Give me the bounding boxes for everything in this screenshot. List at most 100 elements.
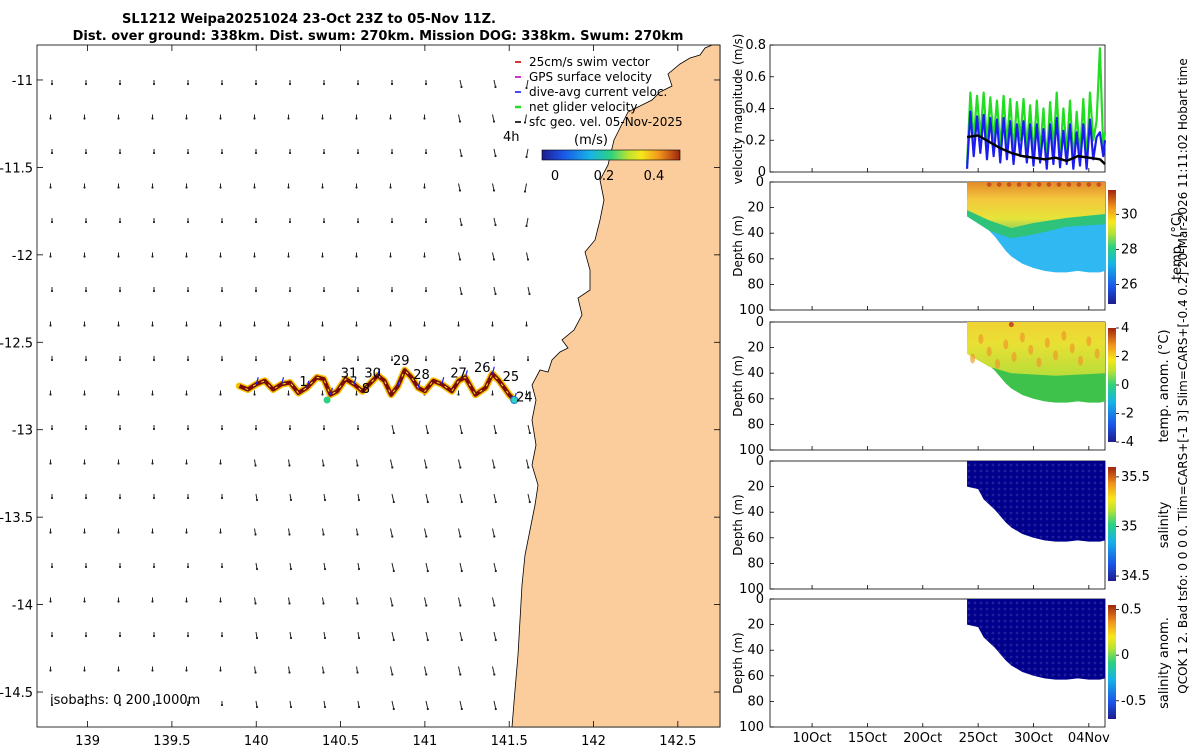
current-vector-head [356,82,360,86]
current-vector-head [84,358,88,362]
current-vector-head [186,151,190,155]
current-vector-head [459,535,462,538]
current-vector-head [288,220,292,224]
temperature-panel: Depth (m) temp. (°C) [731,181,1185,311]
current-vector [391,700,395,710]
current-vector-head [493,535,496,538]
current-vector-head [152,634,156,638]
current-vector-head [288,82,292,86]
current-vector-head [323,567,327,571]
current-vector-head [526,258,530,261]
current-vector-head [50,220,54,224]
dive-avg-vector [353,377,357,385]
depth-ytick-label: 0 [756,454,764,469]
temperature-anomaly-warm-patch [1028,344,1034,355]
temperature-anomaly-warm-patch [1044,337,1050,348]
temperature-anomaly-warm-patch [970,353,976,364]
current-vector-head [460,569,463,573]
current-vector-head [457,324,460,327]
current-vector [424,459,427,468]
current-vector-head [525,224,528,228]
colorbar-tick-label: -0.5 [1121,694,1146,709]
section-panels: Depth (m) temp. (°C) Depth (m) temp. ano… [731,175,1185,746]
current-vector-head [288,602,291,605]
current-vector-head [322,220,326,224]
depth-ytick-label: 40 [747,366,764,381]
current-vector [493,631,497,641]
current-vector-head [255,636,259,640]
current-vector-head [289,498,293,502]
temperature-section [967,182,1105,273]
temperature-anomaly-warm-patch [986,346,992,357]
current-vector-head [391,673,394,676]
temperature-surface-dot [1016,182,1022,187]
current-vector-head [288,358,292,362]
current-vector-head [118,427,122,431]
current-vector [492,666,495,675]
time-xtick-label: 04Nov [1068,731,1110,746]
current-vector-head [357,636,361,640]
current-vector [493,562,497,572]
dive-avg-vector [464,370,468,378]
velocity-ytick-label: 0.6 [745,70,766,85]
current-vector-head [254,602,257,605]
dive-avg-vector [491,366,495,374]
current-vector-head [494,569,497,573]
current-vector-head [49,255,52,258]
current-vector-head [185,600,188,603]
current-vector-head [525,155,528,159]
current-vector [526,79,529,89]
depth-ytick-label: 20 [747,618,764,633]
current-vector-head [50,151,54,155]
current-vector [390,597,393,606]
current-vector-head [255,498,259,502]
current-vector [458,114,461,122]
salinity-anomaly-ylabel: Depth (m) [731,632,745,693]
current-vector-head [185,186,188,189]
current-vector-head [186,82,190,86]
current-vector [524,114,527,123]
current-vector-head [457,393,460,396]
current-vector-head [49,117,52,120]
current-vector [425,493,429,503]
current-vector-head [83,117,86,120]
current-vector-head [83,600,86,603]
track-line [238,368,516,402]
current-vector-head [186,427,190,431]
current-vector-head [219,255,222,258]
current-vector-head [84,565,88,569]
map-colorbar-tick-2: 0.4 [644,169,665,184]
current-vector-head [389,324,392,327]
current-vector-head [357,705,361,709]
current-vector-head [118,703,122,707]
depth-ytick-label: 60 [747,392,764,407]
current-vector [459,562,463,572]
current-vector-head [186,358,190,362]
current-vector-head [84,703,88,707]
current-vector [492,183,495,191]
current-vector [459,148,462,157]
current-vector [459,631,463,641]
current-vector-head [491,393,494,396]
current-vector-head [493,604,496,607]
current-vector-head [220,220,224,224]
current-vector-head [117,393,120,396]
current-vector-head [220,496,224,500]
current-vector-head [49,324,52,327]
current-vector-head [83,393,86,396]
colorbar-tick-label: 2 [1121,350,1129,365]
temperature-anomaly-ylabel: Depth (m) [731,355,745,416]
current-vector-head [288,151,292,155]
depth-ytick-label: 20 [747,341,764,356]
temperature-anomaly-warm-patch [1019,332,1025,343]
salinity-anomaly-colorbar [1108,605,1116,719]
isobaths-label: isobaths: 0 200 1000m [50,693,200,708]
current-vector-head [460,154,463,158]
current-vector-head [426,500,429,504]
current-vector-head [492,189,496,192]
current-vector-head [152,496,156,500]
current-vector-head [253,393,256,396]
colorbar-tick-label: 0.5 [1121,603,1142,618]
current-vector-head [118,634,122,638]
current-vector-head [219,186,222,189]
